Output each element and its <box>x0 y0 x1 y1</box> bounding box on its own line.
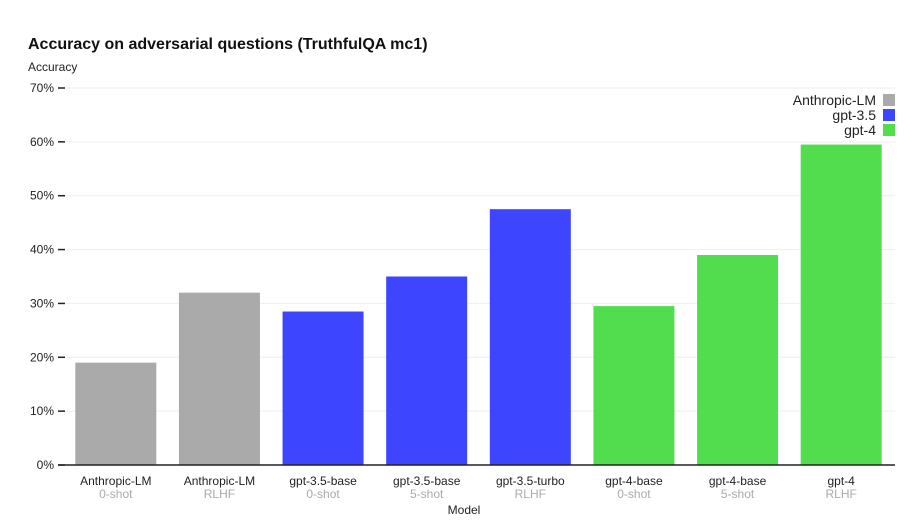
y-axis-label: Accuracy <box>28 60 78 74</box>
x-category-label: gpt-4-base <box>709 474 767 488</box>
bar <box>386 276 468 465</box>
y-tick-label: 20% <box>30 350 54 364</box>
x-category-sublabel: RLHF <box>515 487 546 501</box>
bar <box>75 362 157 465</box>
bar <box>282 311 364 465</box>
bar <box>697 254 779 465</box>
x-category-sublabel: 0-shot <box>617 487 651 501</box>
bar <box>178 292 260 465</box>
legend-label: gpt-4 <box>844 122 876 138</box>
legend-swatch <box>883 124 895 136</box>
legend-label: Anthropic-LM <box>793 92 876 108</box>
x-category-sublabel: RLHF <box>204 487 235 501</box>
chart-title: Accuracy on adversarial questions (Truth… <box>28 36 428 53</box>
legend-swatch <box>883 109 895 121</box>
legend-label: gpt-3.5 <box>832 107 876 123</box>
y-tick-label: 30% <box>30 296 54 310</box>
bar <box>489 209 571 465</box>
x-category-sublabel: RLHF <box>826 487 857 501</box>
y-tick-label: 40% <box>30 243 54 257</box>
x-category-label: gpt-3.5-turbo <box>496 474 565 488</box>
x-category-sublabel: 0-shot <box>306 487 340 501</box>
x-category-label: Anthropic-LM <box>184 474 255 488</box>
y-tick-label: 70% <box>30 81 54 95</box>
bar <box>593 306 675 465</box>
x-category-label: gpt-4-base <box>605 474 663 488</box>
x-category-sublabel: 5-shot <box>721 487 755 501</box>
y-tick-label: 50% <box>30 189 54 203</box>
x-category-label: gpt-3.5-base <box>393 474 461 488</box>
y-tick-label: 0% <box>37 458 55 472</box>
y-tick-label: 60% <box>30 135 54 149</box>
x-category-label: Anthropic-LM <box>80 474 151 488</box>
x-category-label: gpt-4 <box>828 474 856 488</box>
legend-swatch <box>883 94 895 106</box>
x-category-sublabel: 0-shot <box>99 487 133 501</box>
x-axis-label: Model <box>447 503 481 517</box>
x-category-label: gpt-3.5-base <box>289 474 357 488</box>
bar <box>800 144 882 466</box>
x-category-sublabel: 5-shot <box>410 487 444 501</box>
y-tick-label: 10% <box>30 404 54 418</box>
